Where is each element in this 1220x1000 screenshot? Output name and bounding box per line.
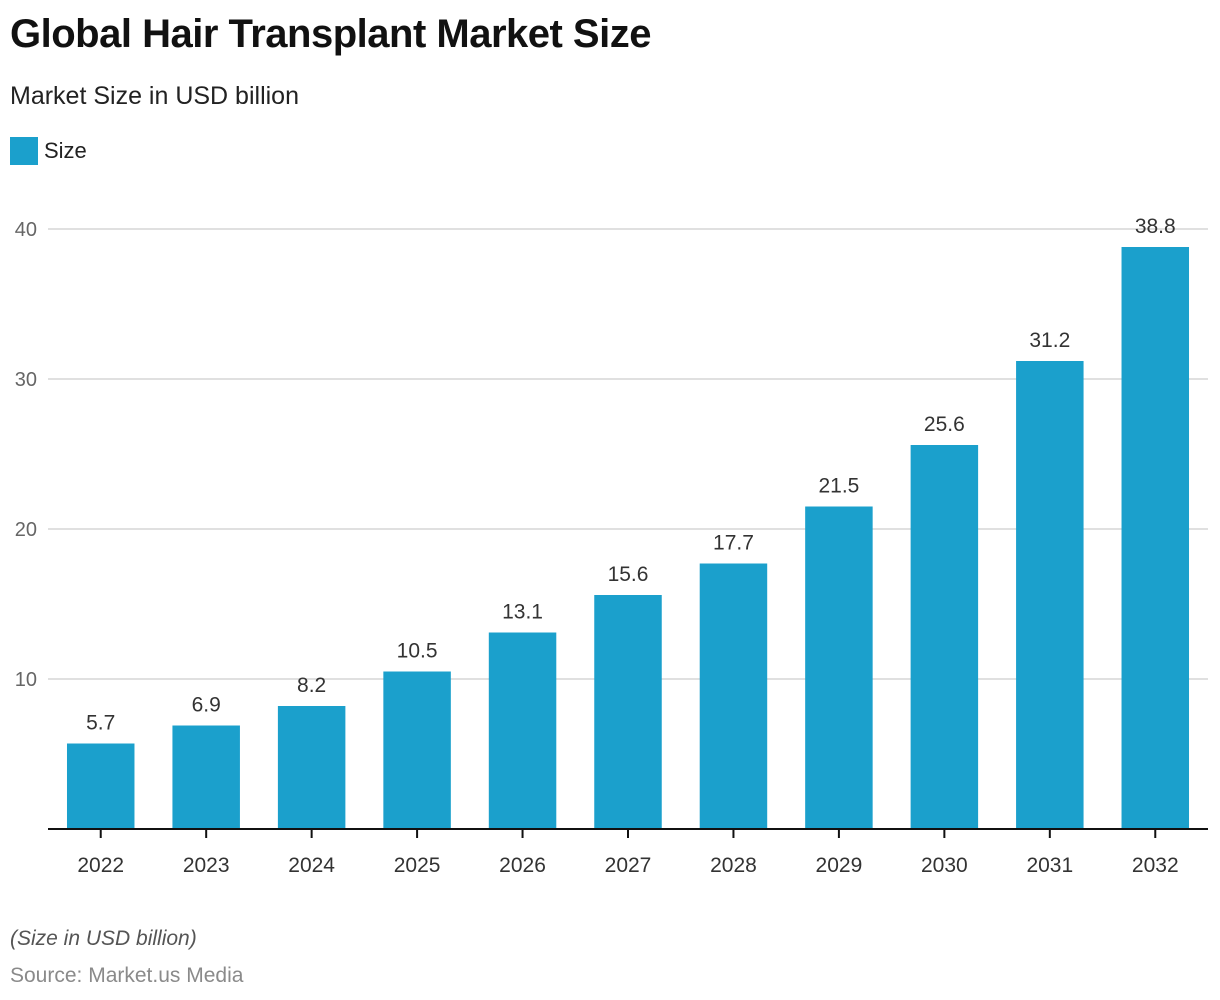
bar-2025 [383,671,451,829]
data-label-2027: 15.6 [608,563,649,586]
x-tick-label-2022: 2022 [77,854,124,877]
bar-2022 [66,743,135,829]
data-labels: 5.7 6.9 8.2 10.5 13.1 15.6 17.7 21.5 25.6 31.2 38.… [86,215,1176,735]
data-label-2031: 31.2 [1029,329,1070,352]
x-tick-label-2026: 2026 [499,854,546,877]
x-tick-label-2024: 2024 [288,854,335,877]
y-tick-label-20: 20 [15,519,37,541]
bars [66,247,1190,829]
chart-title: Global Hair Transplant Market Size [10,12,651,56]
legend-swatch-size [10,137,38,165]
chart-subtitle: Market Size in USD billion [10,82,299,110]
x-tick-label-2027: 2027 [605,854,652,877]
bar-2027 [594,595,662,829]
data-label-2028: 17.7 [713,532,754,555]
data-label-2025: 10.5 [397,640,438,663]
bar-2030 [910,445,979,829]
legend: Size [10,137,87,165]
x-tick-label-2029: 2029 [816,854,863,877]
data-label-2026: 13.1 [502,601,543,624]
x-tick-label-2023: 2023 [183,854,230,877]
x-tick-label-2030: 2030 [921,854,968,877]
footnote: (Size in USD billion) [10,927,197,950]
bar-2031 [1016,361,1084,829]
bar-2026 [488,632,557,829]
x-tick-label-2028: 2028 [710,854,757,877]
bar-2028 [699,563,768,829]
legend-label-size: Size [44,138,87,163]
source-credit: Source: Market.us Media [10,964,244,987]
x-tick-label-2025: 2025 [394,854,441,877]
bar-2032 [1121,247,1190,829]
data-label-2023: 6.9 [192,694,221,717]
bar-2024 [277,706,346,829]
data-label-2030: 25.6 [924,413,965,436]
y-tick-label-40: 40 [15,219,37,241]
x-tick-label-2031: 2031 [1026,854,1073,877]
data-label-2022: 5.7 [86,712,115,735]
x-axis: 2022 2023 2024 2025 2026 2027 2028 2029 2030 2031… [48,828,1208,877]
bar-2029 [805,506,873,829]
x-tick-label-2032: 2032 [1132,854,1179,877]
data-label-2029: 21.5 [818,475,859,498]
data-label-2032: 38.8 [1135,215,1176,238]
data-label-2024: 8.2 [297,674,326,697]
bar-2023 [172,725,240,829]
y-tick-label-30: 30 [15,369,37,391]
y-tick-label-10: 10 [15,669,37,691]
